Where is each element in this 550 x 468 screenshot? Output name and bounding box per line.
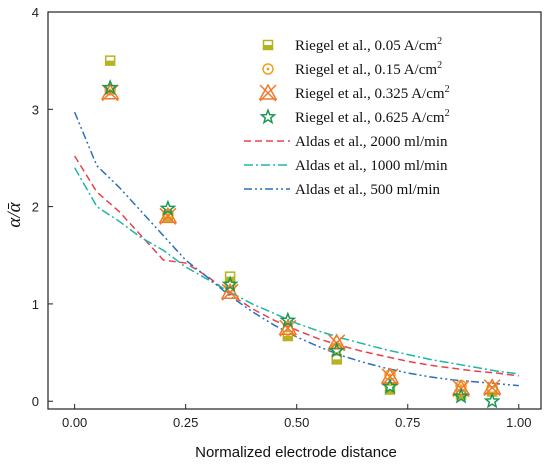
legend-label: Riegel et al., 0.05 A/cm2: [295, 36, 442, 54]
legend-label: Riegel et al., 0.15 A/cm2: [295, 60, 442, 78]
data-point: [159, 199, 177, 216]
points-layer: [100, 55, 502, 409]
y-tick-label: 1: [32, 297, 39, 312]
axes-layer: 0.00 0.25 0.50 0.75 1.00 0 1 2 3 4: [32, 5, 532, 430]
data-point: [221, 275, 239, 292]
legend-label: Riegel et al., 0.625 A/cm2: [295, 108, 450, 126]
data-point: [331, 354, 342, 365]
legend-marker: [259, 108, 277, 125]
lines-layer: [73, 111, 519, 387]
data-point: [452, 387, 470, 404]
x-tick-label: 1.00: [506, 415, 531, 430]
data-point: [101, 78, 119, 96]
x-tick-label: 0.50: [284, 415, 309, 430]
x-axis-title: Normalized electrode distance: [195, 444, 397, 461]
legend-label: Aldas et al., 2000 ml/min: [295, 134, 448, 150]
legend-marker: [262, 39, 274, 51]
legend: Riegel et al., 0.05 A/cm2 Riegel et al., …: [244, 36, 450, 198]
data-point: [278, 318, 298, 337]
y-tick-label: 2: [32, 200, 39, 215]
legend-marker: [258, 83, 278, 102]
legend-label: Aldas et al., 500 ml/min: [295, 182, 440, 198]
data-point: [104, 55, 116, 66]
data-point: [279, 311, 297, 328]
x-tick-label: 0.75: [395, 415, 420, 430]
x-tick-label: 0.25: [173, 415, 198, 430]
series-line-5: [73, 167, 519, 375]
legend-label: Riegel et al., 0.325 A/cm2: [295, 84, 450, 102]
data-point: [328, 341, 346, 358]
series-line-6: [73, 111, 519, 387]
data-point: [384, 384, 396, 395]
series-line-4: [74, 155, 519, 377]
y-axis-title: α/ᾱ: [4, 201, 25, 227]
data-point: [380, 367, 400, 386]
legend-label: Aldas et al., 1000 ml/min: [295, 158, 448, 174]
y-tick-label: 0: [32, 394, 39, 409]
data-point: [220, 282, 240, 301]
data-point: [381, 377, 399, 394]
data-point: [483, 392, 501, 409]
plot-frame: [47, 11, 542, 410]
legend-marker: [262, 63, 274, 75]
data-point: [158, 206, 178, 225]
y-tick-label: 4: [32, 5, 39, 20]
y-tick-label: 3: [32, 102, 39, 117]
x-tick-label: 0.00: [62, 415, 87, 430]
